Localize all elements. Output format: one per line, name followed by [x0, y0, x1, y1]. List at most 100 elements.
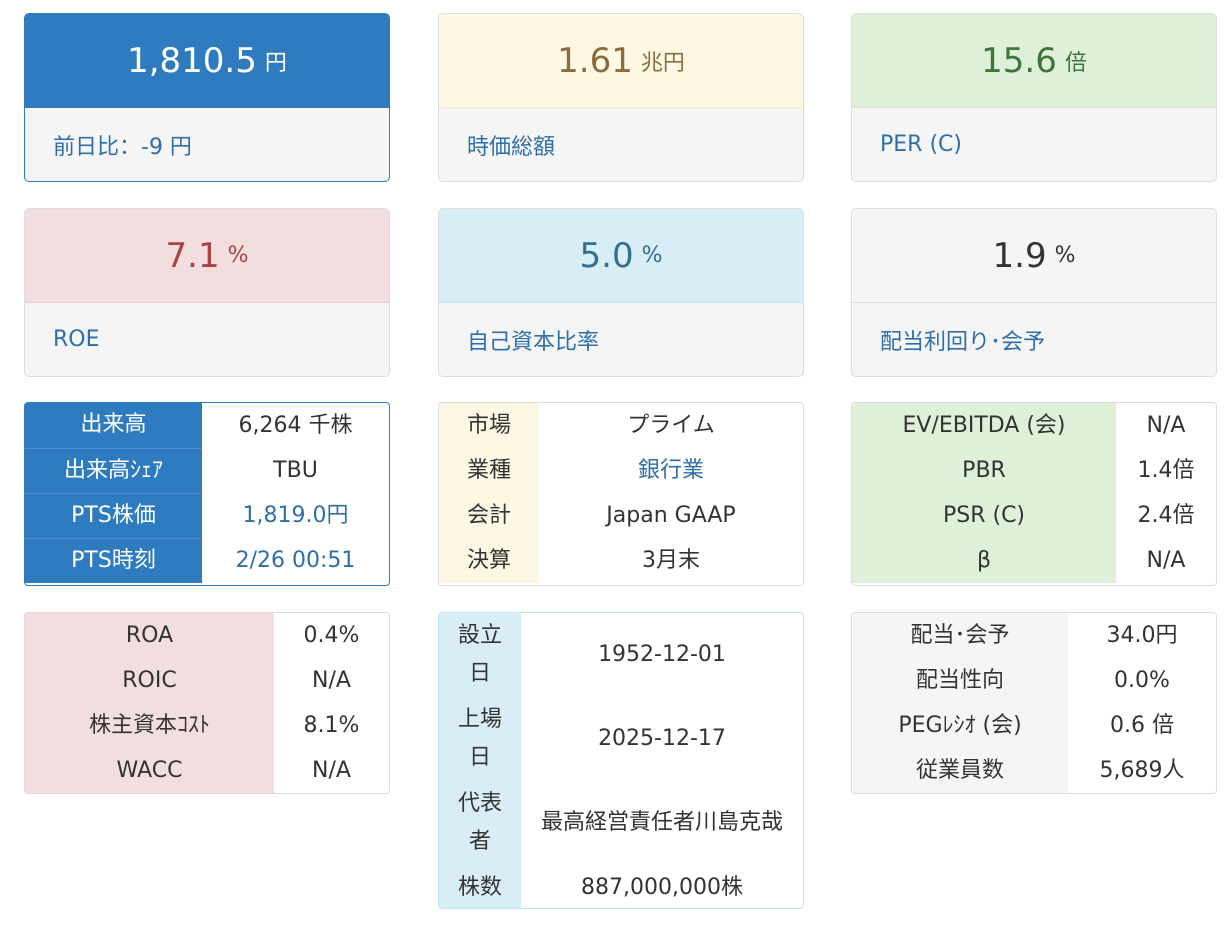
pts-time-link[interactable]: 2/26 00:51: [235, 547, 356, 573]
wacc-key: WACC: [25, 748, 274, 793]
table-row: 出来高 6,264 千株: [25, 403, 389, 449]
equity-ratio-label[interactable]: 自己資本比率: [467, 329, 600, 355]
table-row: 上場日 2025-12-17: [439, 697, 803, 781]
roic-key: ROIC: [25, 658, 274, 703]
price-change-label[interactable]: 前日比：-9 円: [53, 134, 192, 160]
fiscal-end-value: 3月末: [642, 547, 700, 573]
pbr-value: 1.4倍: [1137, 457, 1195, 483]
table-row: EV/EBITDA (会) N/A: [852, 403, 1216, 448]
roic-value: N/A: [312, 667, 351, 693]
shares-key: 株数: [439, 865, 521, 908]
roe-unit: %: [227, 243, 249, 268]
pts-price-link[interactable]: 1,819.0円: [242, 502, 349, 528]
representative-value: 最高経営責任者川島克哉: [540, 810, 783, 835]
profile-table: 設立日 1952-12-01 上場日 2025-12-17 代表者 最高経営責任…: [438, 612, 804, 909]
industry-key: 業種: [439, 448, 539, 493]
market-cap-unit: 兆円: [640, 50, 685, 76]
roe-number: 7.1: [165, 235, 220, 276]
per-label[interactable]: PER (C): [880, 132, 962, 157]
market-cap-label[interactable]: 時価総額: [467, 134, 556, 160]
trading-table: 出来高 6,264 千株 出来高ｼｪｱ TBU PTS株価 1,819.0円 P…: [24, 402, 390, 586]
table-row: 従業員数 5,689人: [852, 748, 1216, 793]
peg-ratio-value: 0.6 倍: [1110, 712, 1174, 738]
table-row: β N/A: [852, 538, 1216, 583]
table-row: 会計 Japan GAAP: [439, 493, 803, 538]
peg-ratio-key: PEGﾚｼｵ (会): [852, 703, 1068, 748]
table-row: WACC N/A: [25, 748, 389, 793]
table-row: PSR (C) 2.4倍: [852, 493, 1216, 538]
dividend-forecast-value: 34.0円: [1106, 622, 1178, 648]
price-card: 1,810.5 円 前日比：-9 円: [24, 13, 390, 182]
table-row: PBR 1.4倍: [852, 448, 1216, 493]
cost-of-equity-value: 8.1%: [303, 712, 360, 738]
roa-key: ROA: [25, 613, 274, 658]
market-key: 市場: [439, 403, 539, 448]
table-row: PTS時刻 2/26 00:51: [25, 538, 389, 583]
price-number: 1,810.5: [127, 40, 257, 81]
table-row: ROA 0.4%: [25, 613, 389, 658]
table-row: 配当･会予 34.0円: [852, 613, 1216, 658]
dividend-yield-number: 1.9: [992, 235, 1047, 276]
table-row: 株数 887,000,000株: [439, 865, 803, 908]
wacc-value: N/A: [312, 757, 351, 783]
table-row: 市場 プライム: [439, 403, 803, 448]
volume-share-value: TBU: [273, 457, 318, 483]
founded-value: 1952-12-01: [598, 642, 726, 667]
market-cap-value: 1.61 兆円: [439, 14, 803, 108]
per-value: 15.6 倍: [852, 14, 1216, 108]
listed-value: 2025-12-17: [598, 726, 726, 751]
roe-label[interactable]: ROE: [53, 327, 100, 352]
market-cap-number: 1.61: [557, 40, 633, 81]
valuation-table: EV/EBITDA (会) N/A PBR 1.4倍 PSR (C) 2.4倍 …: [851, 402, 1217, 586]
equity-ratio-unit: %: [641, 243, 663, 268]
roe-card: 7.1 % ROE: [24, 208, 390, 377]
accounting-key: 会計: [439, 493, 539, 538]
equity-ratio-card: 5.0 % 自己資本比率: [438, 208, 804, 377]
price-unit: 円: [264, 50, 287, 76]
pbr-key: PBR: [852, 448, 1116, 493]
table-row: 決算 3月末: [439, 538, 803, 583]
payout-ratio-value: 0.0%: [1114, 667, 1170, 693]
pts-price-key: PTS株価: [25, 493, 202, 539]
ev-ebitda-value: N/A: [1146, 412, 1186, 438]
table-row: PEGﾚｼｵ (会) 0.6 倍: [852, 703, 1216, 748]
employees-value: 5,689人: [1099, 757, 1185, 783]
payout-ratio-key: 配当性向: [852, 658, 1068, 703]
dividend-yield-unit: %: [1054, 243, 1076, 268]
returns-table: ROA 0.4% ROIC N/A 株主資本ｺｽﾄ 8.1% WACC N/A: [24, 612, 390, 794]
table-row: 業種 銀行業: [439, 448, 803, 493]
per-card: 15.6 倍 PER (C): [851, 13, 1217, 182]
pts-time-key: PTS時刻: [25, 538, 202, 583]
psr-value: 2.4倍: [1137, 502, 1195, 528]
founded-key: 設立日: [439, 613, 521, 697]
dividend-yield-label[interactable]: 配当利回り･会予: [880, 329, 1046, 355]
fiscal-end-key: 決算: [439, 538, 539, 583]
dividend-yield-value: 1.9 %: [852, 209, 1216, 303]
dividend-yield-card: 1.9 % 配当利回り･会予: [851, 208, 1217, 377]
table-row: 設立日 1952-12-01: [439, 613, 803, 697]
table-row: 株主資本ｺｽﾄ 8.1%: [25, 703, 389, 748]
dividend-table: 配当･会予 34.0円 配当性向 0.0% PEGﾚｼｵ (会) 0.6 倍 従…: [851, 612, 1217, 794]
roe-value: 7.1 %: [25, 209, 389, 303]
psr-key: PSR (C): [852, 493, 1116, 538]
equity-ratio-value: 5.0 %: [439, 209, 803, 303]
table-row: ROIC N/A: [25, 658, 389, 703]
market-value: プライム: [627, 412, 715, 438]
industry-link[interactable]: 銀行業: [637, 457, 704, 483]
volume-key: 出来高: [25, 403, 202, 449]
shares-value: 887,000,000株: [581, 874, 743, 900]
price-value: 1,810.5 円: [25, 14, 389, 108]
ev-ebitda-key: EV/EBITDA (会): [852, 403, 1116, 448]
dividend-forecast-key: 配当･会予: [852, 613, 1068, 658]
beta-value: N/A: [1146, 547, 1186, 573]
volume-share-key: 出来高ｼｪｱ: [25, 448, 202, 494]
table-row: 配当性向 0.0%: [852, 658, 1216, 703]
market-cap-card: 1.61 兆円 時価総額: [438, 13, 804, 182]
company-table: 市場 プライム 業種 銀行業 会計 Japan GAAP 決算 3月末: [438, 402, 804, 586]
cost-of-equity-key: 株主資本ｺｽﾄ: [25, 703, 274, 748]
beta-key: β: [852, 538, 1116, 583]
listed-key: 上場日: [439, 697, 521, 781]
per-unit: 倍: [1064, 50, 1087, 76]
representative-key: 代表者: [439, 781, 521, 865]
volume-value: 6,264 千株: [238, 412, 353, 438]
